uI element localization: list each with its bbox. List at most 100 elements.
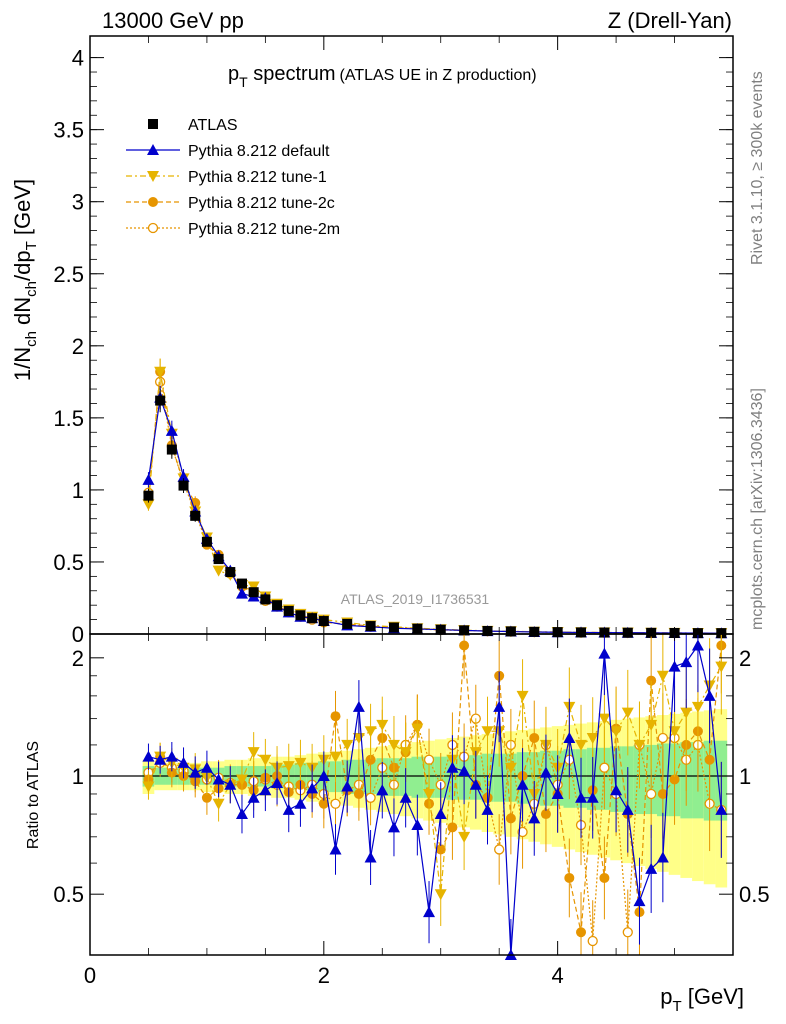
ratio-point-default [434, 808, 447, 820]
ratio-point-tune2c [365, 754, 376, 765]
ratio-point-default [458, 764, 471, 776]
ratio-point-tune1 [399, 747, 412, 759]
ratio-point-tune2m [494, 844, 505, 855]
ratio-point-tune1 [645, 719, 658, 731]
ratio-point-tune2c [540, 809, 551, 820]
ratio-point-tune1 [364, 726, 377, 738]
ratio-point-tune2c [646, 675, 657, 686]
ratio-point-default [668, 660, 681, 672]
ratio-point-default [586, 791, 599, 803]
ratio-point-tune1 [282, 761, 295, 773]
ratio-point-tune2c [353, 788, 364, 799]
point-atlas [272, 600, 283, 611]
ratio-point-default [142, 750, 155, 762]
y-tick-label: 1.5 [53, 406, 84, 431]
analysis-watermark: ATLAS_2019_I1736531 [341, 591, 490, 607]
ratio-point-default [715, 803, 728, 815]
point-atlas [225, 567, 236, 578]
header-process: Z (Drell-Yan) [608, 8, 732, 33]
ratio-point-tune1 [376, 719, 389, 731]
ratio-point-tune1 [504, 762, 517, 774]
x-tick-label: 2 [318, 963, 330, 988]
point-default [165, 424, 178, 436]
ratio-point-tune1 [247, 747, 260, 759]
ratio-point-default [411, 819, 424, 831]
ratio-point-tune1 [575, 739, 588, 751]
ratio-point-tune2c [318, 798, 329, 809]
ratio-point-tune2c [564, 872, 575, 883]
point-atlas [283, 605, 294, 616]
point-atlas [248, 587, 259, 598]
point-atlas [307, 613, 318, 624]
ratio-point-tune1 [294, 757, 307, 769]
ratio-point-tune2c [576, 927, 587, 938]
ratio-point-tune1 [610, 726, 623, 738]
ratio-point-default [680, 656, 693, 668]
y-tick-label: 3 [72, 190, 84, 215]
ratio-point-default [703, 689, 716, 701]
header-energy: 13000 GeV pp [102, 8, 244, 33]
ratio-point-default [610, 784, 623, 796]
y-tick-label: 0.5 [53, 550, 84, 575]
ratio-point-default [575, 791, 588, 803]
point-default [142, 473, 155, 485]
ratio-point-default [329, 843, 342, 855]
ratio-point-tune2m [517, 826, 528, 838]
legend-marker-tune2m [147, 222, 159, 234]
ratio-point-tune1 [668, 726, 681, 738]
ratio-point-default [341, 780, 354, 792]
lower-ylabel: Ratio to ATLAS [25, 741, 42, 849]
ratio-point-default [656, 851, 669, 863]
y-tick-label: 4 [72, 46, 84, 71]
point-atlas [646, 627, 657, 638]
point-atlas [529, 626, 540, 637]
ratio-point-tune2c [599, 872, 610, 883]
legend-marker-tune2c [148, 197, 158, 207]
ratio-point-default [364, 851, 377, 863]
ratio-point-tune1 [621, 707, 634, 719]
ratio-point-default [271, 776, 284, 788]
ratio-point-tune1 [411, 723, 424, 735]
ratio-point-tune1 [142, 781, 155, 793]
legend-label-atlas: ATLAS [188, 117, 238, 134]
point-atlas [295, 610, 306, 621]
point-atlas [716, 628, 727, 639]
point-atlas [155, 395, 166, 406]
y-tick-label: 1 [72, 478, 84, 503]
legend-label-tune1: Pythia 8.212 tune-1 [188, 169, 327, 186]
point-tune1 [212, 565, 225, 577]
legend-marker-atlas [148, 119, 158, 129]
ratio-point-tune2m [657, 732, 669, 744]
point-atlas [236, 578, 247, 589]
ratio-point-default [352, 700, 365, 712]
ratio-point-default [235, 808, 248, 820]
upper-ylabel: 1/Nch dNch/dpT [GeV] [10, 179, 40, 381]
ratio-point-default [493, 700, 506, 712]
ratio-point-tune2m [330, 798, 341, 809]
ratio-tick-label-right: 1 [739, 764, 751, 789]
legend: ATLAS Pythia 8.212 default Pythia 8.212 tu… [126, 117, 340, 238]
point-atlas [599, 627, 610, 638]
point-atlas [342, 618, 353, 629]
y-tick-label: 0 [72, 622, 84, 647]
lower-frame [89, 633, 734, 956]
ratio-tick-label: 2 [72, 646, 84, 671]
ratio-point-tune1 [259, 754, 272, 766]
ratio-point-tune2c [669, 774, 680, 785]
ratio-point-tune1 [387, 739, 400, 751]
point-atlas [178, 480, 189, 491]
band-inner [493, 753, 506, 802]
y-tick-label: 3.5 [53, 118, 84, 143]
ratio-point-default [282, 803, 295, 815]
ratio-point-default [469, 778, 482, 790]
ratio-tick-label-right: 2 [739, 646, 751, 671]
ratio-point-tune1 [423, 788, 436, 800]
y-tick-label: 2 [72, 334, 84, 359]
point-atlas [143, 490, 154, 501]
ratio-point-default [165, 750, 178, 762]
ratio-point-default [317, 770, 330, 782]
ratio-point-default [516, 778, 529, 790]
legend-marker-tune1 [147, 171, 159, 182]
ratio-point-tune1 [434, 889, 447, 901]
